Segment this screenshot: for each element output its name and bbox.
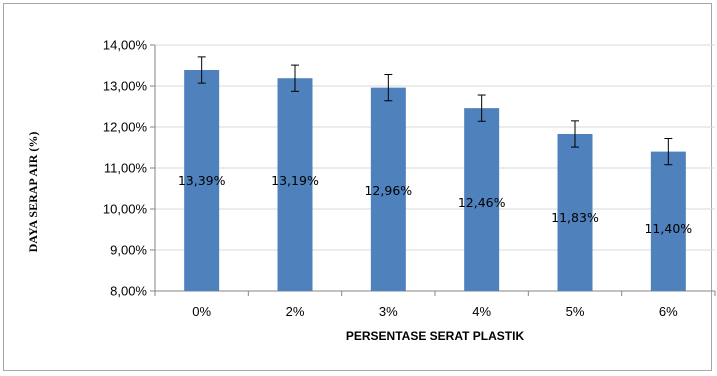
y-tick-label: 13,00% (103, 79, 148, 94)
data-label: 13,19% (271, 173, 319, 188)
y-axis-title: DAYA SERAP AIR (%) (26, 132, 40, 253)
y-tick-label: 14,00% (103, 38, 148, 53)
x-tick-label: 3% (379, 304, 398, 319)
bars (184, 70, 686, 292)
y-tick-labels: 8,00% 9,00% 10,00% 11,00% 12,00% 13,00% 14,00% (103, 38, 148, 299)
y-tick-label: 12,00% (103, 120, 148, 135)
x-tick-label: 5% (566, 304, 585, 319)
bar (557, 133, 593, 291)
x-tick-label: 6% (659, 304, 678, 319)
axes (150, 44, 716, 296)
gridlines (155, 44, 715, 292)
x-tick-labels: 0% 2% 3% 4% 5% 6% (192, 304, 678, 319)
bar (184, 70, 220, 291)
data-label: 11,83% (551, 210, 599, 225)
data-label: 12,96% (364, 183, 412, 198)
chart-frame (3, 3, 712, 371)
error-bars (197, 56, 673, 166)
x-tick-label: 0% (192, 304, 211, 319)
x-tick-label: 4% (472, 304, 491, 319)
x-axis-title: PERSENTASE SERAT PLASTIK (346, 329, 525, 343)
bar (277, 78, 313, 292)
bar (370, 87, 406, 291)
data-label: 11,40% (644, 221, 692, 236)
y-tick-label: 8,00% (110, 284, 147, 299)
data-label: 12,46% (458, 195, 506, 210)
x-tick-label: 2% (286, 304, 305, 319)
y-tick-label: 9,00% (110, 243, 147, 258)
data-labels: 13,39% 13,19% 12,96% 12,46% 11,83% 11,40% (178, 173, 692, 236)
bar (464, 108, 500, 291)
y-tick-label: 10,00% (103, 202, 148, 217)
data-label: 13,39% (178, 173, 226, 188)
y-tick-label: 11,00% (104, 161, 148, 176)
bar (650, 151, 686, 291)
